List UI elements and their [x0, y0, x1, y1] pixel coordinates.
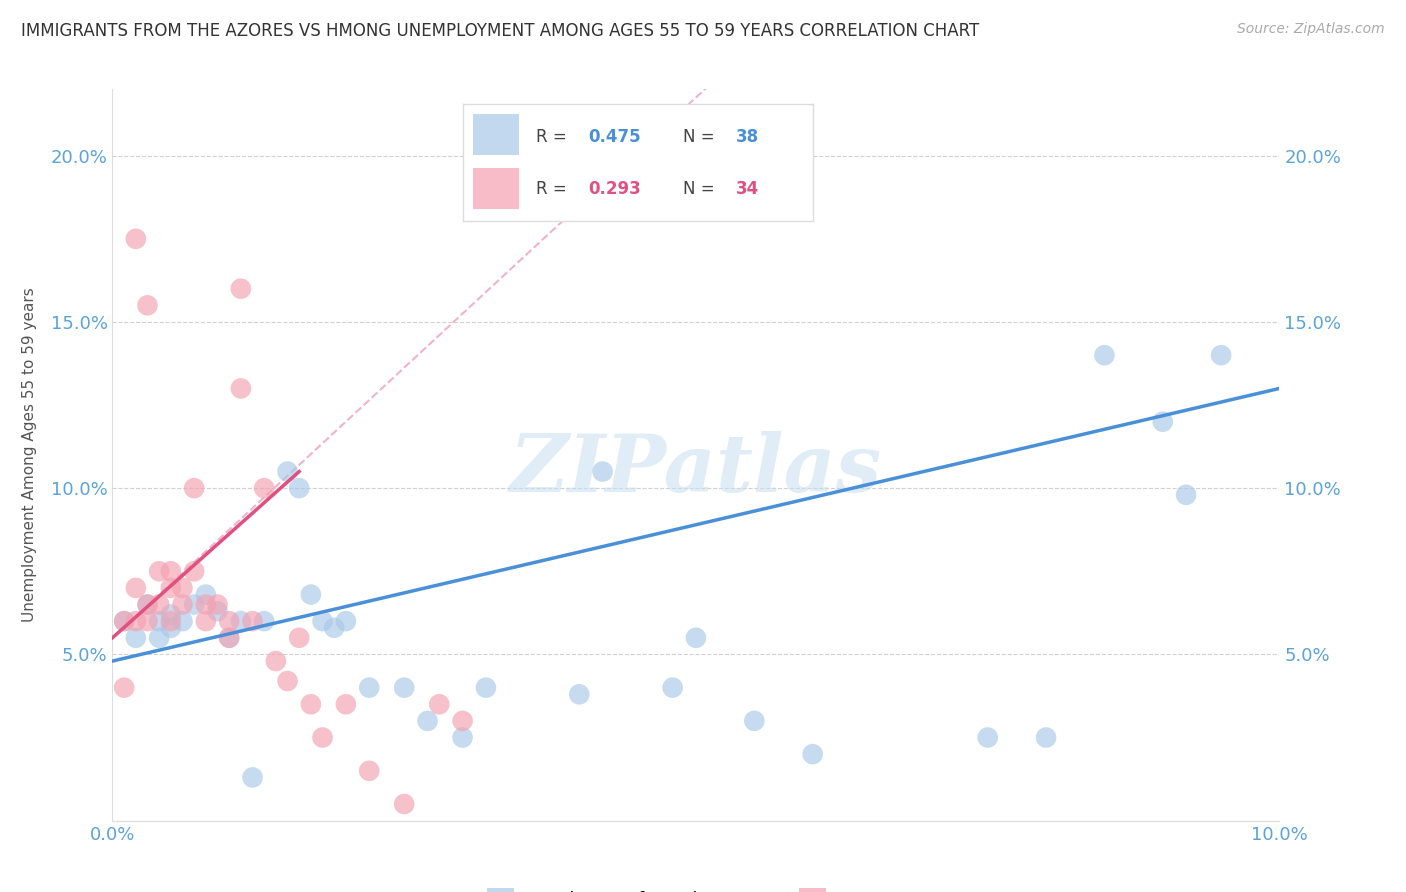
Point [264, 654, 287, 668]
Point [242, 614, 264, 628]
Point [1175, 488, 1198, 502]
Point [207, 604, 229, 618]
Point [160, 564, 183, 578]
Point [1209, 348, 1232, 362]
Y-axis label: Unemployment Among Ages 55 to 59 years: Unemployment Among Ages 55 to 59 years [21, 287, 37, 623]
Point [392, 797, 416, 811]
Point [218, 631, 240, 645]
Point [172, 581, 194, 595]
Point [427, 698, 450, 712]
Point [253, 614, 276, 628]
Point [148, 631, 170, 645]
Point [323, 621, 346, 635]
Point [276, 465, 298, 479]
Point [229, 381, 252, 395]
Point [359, 764, 381, 778]
Point [288, 631, 311, 645]
Point [451, 714, 474, 728]
Point [416, 714, 439, 728]
Point [112, 681, 135, 695]
Point [335, 614, 357, 628]
Point [661, 681, 683, 695]
Point [136, 298, 159, 312]
Point [288, 481, 311, 495]
Point [160, 621, 183, 635]
Point [160, 581, 183, 595]
Point [183, 481, 205, 495]
Point [335, 698, 357, 712]
Point [148, 614, 170, 628]
Point [276, 673, 298, 688]
Point [148, 598, 170, 612]
Point [742, 714, 765, 728]
Point [801, 747, 824, 761]
Point [475, 681, 498, 695]
Point [311, 731, 333, 745]
Point [125, 581, 148, 595]
Point [568, 687, 591, 701]
Point [125, 232, 148, 246]
Point [160, 614, 183, 628]
Point [172, 614, 194, 628]
Point [136, 598, 159, 612]
Point [160, 607, 183, 622]
Point [592, 465, 614, 479]
Point [148, 564, 170, 578]
Point [218, 614, 240, 628]
Point [112, 614, 135, 628]
Point [311, 614, 333, 628]
Point [976, 731, 998, 745]
Point [229, 614, 252, 628]
Point [125, 631, 148, 645]
Point [136, 614, 159, 628]
Point [218, 631, 240, 645]
Text: Source: ZipAtlas.com: Source: ZipAtlas.com [1237, 22, 1385, 37]
Point [392, 681, 416, 695]
Point [253, 481, 276, 495]
Point [207, 598, 229, 612]
Text: ZIPatlas: ZIPatlas [510, 431, 882, 508]
Point [1092, 348, 1115, 362]
Point [194, 598, 217, 612]
Point [194, 614, 217, 628]
Point [172, 598, 194, 612]
Point [1035, 731, 1057, 745]
Point [183, 598, 205, 612]
Point [1152, 415, 1174, 429]
Point [194, 588, 217, 602]
Point [451, 731, 474, 745]
Point [242, 771, 264, 785]
Text: IMMIGRANTS FROM THE AZORES VS HMONG UNEMPLOYMENT AMONG AGES 55 TO 59 YEARS CORRE: IMMIGRANTS FROM THE AZORES VS HMONG UNEM… [21, 22, 980, 40]
Point [125, 614, 148, 628]
Point [183, 564, 205, 578]
Legend: Immigrants from the Azores, Hmong: Immigrants from the Azores, Hmong [479, 881, 912, 892]
Point [299, 588, 322, 602]
Point [685, 631, 707, 645]
Point [299, 698, 322, 712]
Point [112, 614, 135, 628]
Point [136, 598, 159, 612]
Point [229, 282, 252, 296]
Point [359, 681, 381, 695]
